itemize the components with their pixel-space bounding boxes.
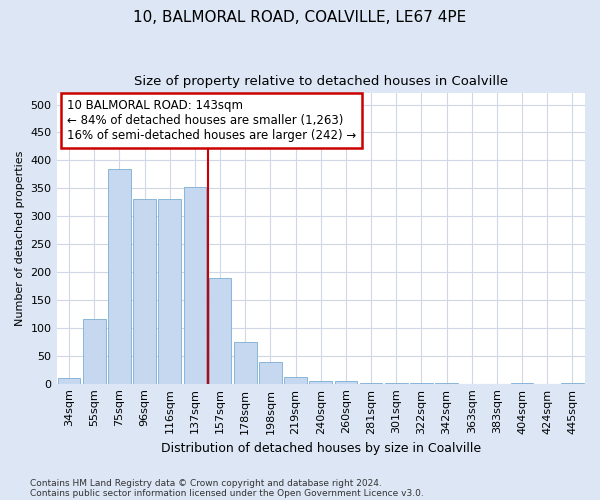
- Y-axis label: Number of detached properties: Number of detached properties: [15, 151, 25, 326]
- X-axis label: Distribution of detached houses by size in Coalville: Distribution of detached houses by size …: [161, 442, 481, 455]
- Bar: [58, 378, 80, 384]
- Bar: [335, 382, 357, 384]
- Bar: [435, 383, 458, 384]
- Text: 10 BALMORAL ROAD: 143sqm
← 84% of detached houses are smaller (1,263)
16% of sem: 10 BALMORAL ROAD: 143sqm ← 84% of detach…: [67, 99, 356, 142]
- Bar: [133, 200, 156, 384]
- Bar: [108, 168, 131, 384]
- Bar: [511, 383, 533, 384]
- Bar: [158, 200, 181, 384]
- Text: Contains HM Land Registry data © Crown copyright and database right 2024.: Contains HM Land Registry data © Crown c…: [30, 478, 382, 488]
- Bar: [209, 278, 232, 384]
- Bar: [259, 362, 282, 384]
- Bar: [385, 383, 407, 384]
- Bar: [310, 381, 332, 384]
- Bar: [83, 320, 106, 384]
- Bar: [234, 342, 257, 384]
- Bar: [561, 382, 584, 384]
- Bar: [360, 383, 382, 384]
- Title: Size of property relative to detached houses in Coalville: Size of property relative to detached ho…: [134, 75, 508, 88]
- Text: 10, BALMORAL ROAD, COALVILLE, LE67 4PE: 10, BALMORAL ROAD, COALVILLE, LE67 4PE: [133, 10, 467, 25]
- Text: Contains public sector information licensed under the Open Government Licence v3: Contains public sector information licen…: [30, 488, 424, 498]
- Bar: [410, 383, 433, 384]
- Bar: [284, 377, 307, 384]
- Bar: [184, 186, 206, 384]
